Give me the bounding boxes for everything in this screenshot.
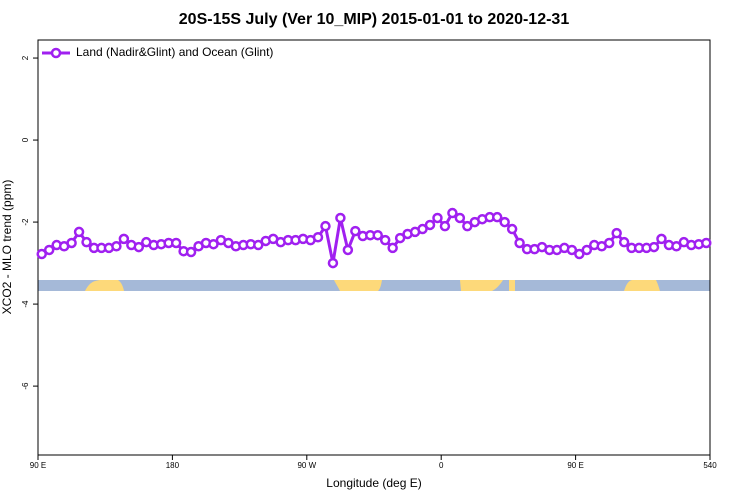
data-point [253,239,264,251]
land-patch [460,280,503,291]
data-point [454,212,466,224]
data-point [387,242,398,254]
y-tick-label: -4 [21,300,30,308]
x-tick-label: 180 [166,461,180,470]
data-point [208,238,219,250]
x-tick-label: 540 [703,461,717,470]
data-point [111,241,122,252]
y-tick-label: -6 [21,382,30,390]
land-patch [85,280,124,291]
data-point [462,220,473,232]
data-point [574,248,585,260]
data-point [618,236,630,248]
x-tick-label: 90 E [567,461,583,470]
data-point [491,211,503,223]
data-point [342,244,354,256]
data-point [671,241,682,252]
data-point [432,212,443,224]
x-tick-label: 0 [439,461,444,470]
data-point [170,237,182,249]
y-tick-label: 2 [21,55,30,60]
data-point [656,233,667,245]
data-point [36,248,47,260]
land-patch [624,280,660,291]
data-point [417,223,428,235]
legend-marker [50,47,62,59]
land-patch [509,280,515,291]
data-point [439,220,451,232]
plot-frame [37,39,711,456]
data-point [603,237,615,249]
data-point [372,229,383,241]
legend-label: Land (Nadir&Glint) and Ocean (Glint) [76,45,273,59]
data-point [566,244,578,256]
data-point [312,231,324,243]
data-point [701,237,712,249]
data-point [320,220,331,232]
x-tick-label: 90 W [297,461,316,470]
land-ocean-strip [38,280,710,291]
land-patch [334,280,382,291]
data-point [43,244,55,256]
data-point [394,232,406,244]
data-point [514,237,525,249]
data-point [648,241,660,253]
data-point [499,216,510,228]
x-tick-label: 90 E [30,461,46,470]
x-axis-label: Longitude (deg E) [326,476,421,490]
data-point [327,257,339,269]
y-axis-label: XCO2 - MLO trend (ppm) [0,180,14,315]
data-point [66,237,77,249]
data-point [424,219,436,231]
data-point [506,223,518,235]
data-point [611,227,622,239]
data-point [350,225,361,237]
data-point [81,236,92,248]
data-point [581,244,593,256]
data-point [185,246,197,258]
chart-title: 20S-15S July (Ver 10_MIP) 2015-01-01 to … [179,11,570,28]
data-point [118,233,130,245]
data-point [73,226,85,238]
y-tick-label: -2 [21,218,30,226]
data-point [335,212,346,224]
y-tick-label: 0 [21,137,30,142]
data-point [379,234,391,246]
data-point [447,207,458,219]
data-point [133,241,145,253]
